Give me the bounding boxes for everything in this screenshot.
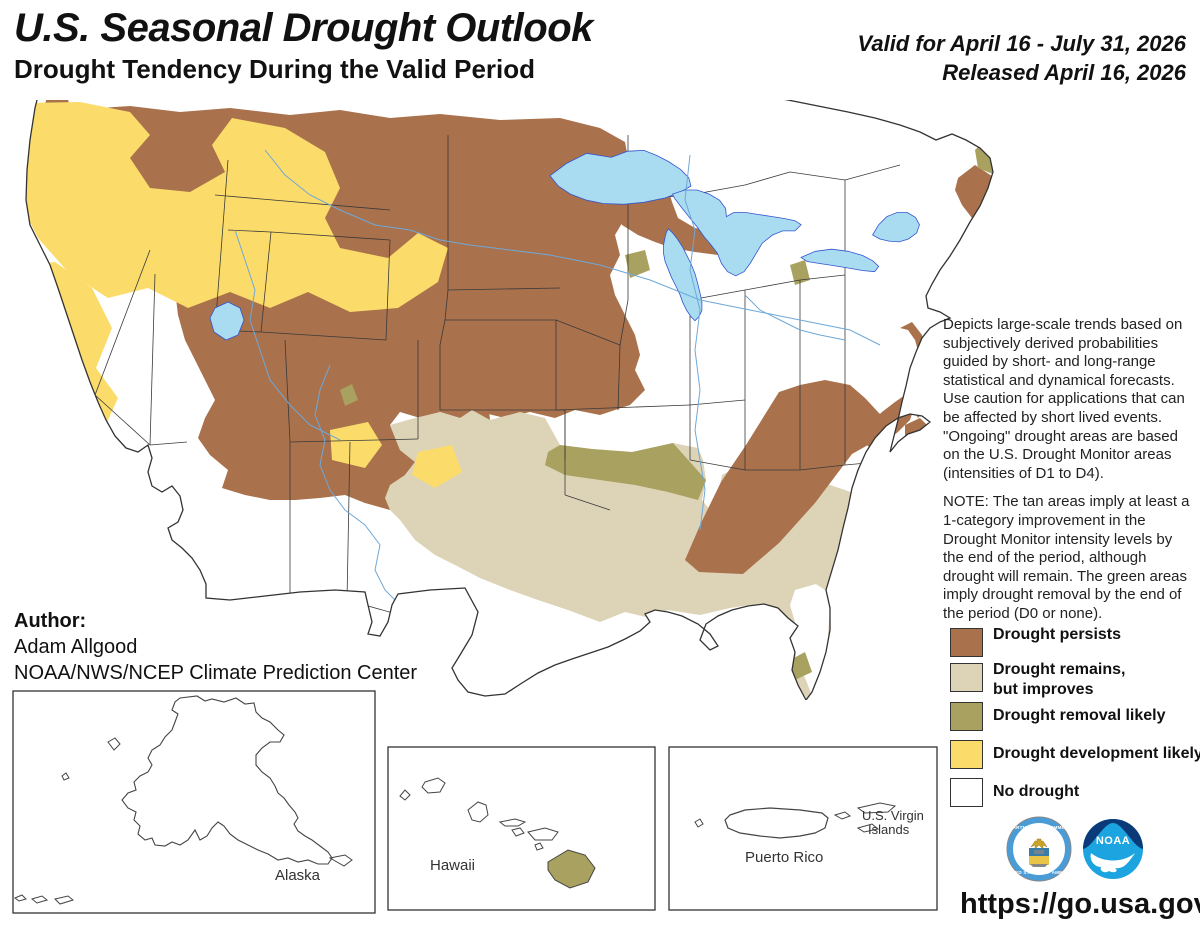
svg-text:Puerto Rico: Puerto Rico (745, 849, 823, 866)
svg-text:NOAA: NOAA (1096, 835, 1130, 847)
svg-text:Alaska: Alaska (275, 867, 321, 884)
svg-text:DEPARTMENT OF COMMERCE: DEPARTMENT OF COMMERCE (1003, 825, 1075, 830)
svg-text:UNITED STATES OF AMERICA: UNITED STATES OF AMERICA (1004, 870, 1075, 875)
svg-text:Islands: Islands (868, 822, 910, 837)
svg-text:U.S. Virgin: U.S. Virgin (862, 808, 924, 823)
svg-text:Hawaii: Hawaii (430, 857, 475, 874)
